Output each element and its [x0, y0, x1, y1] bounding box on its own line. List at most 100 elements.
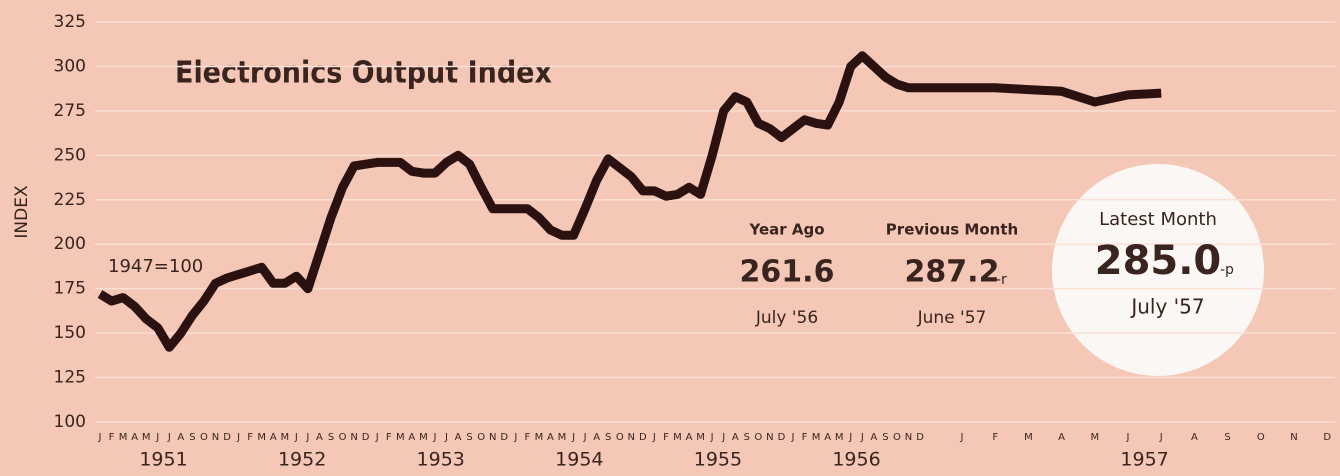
x-tick-label: F	[663, 432, 669, 443]
x-tick-label: M	[1024, 432, 1033, 443]
x-tick-label: S	[328, 432, 334, 443]
annotation-label: Previous Month	[886, 221, 1018, 239]
x-tick-label: N	[905, 432, 912, 443]
x-tick-label: J	[155, 432, 159, 443]
x-tick-label: A	[870, 432, 877, 443]
x-tick-label: S	[605, 432, 611, 443]
x-tick-label: J	[710, 432, 714, 443]
x-tick-label: M	[257, 432, 266, 443]
year-label: 1954	[555, 449, 603, 471]
x-tick-label: A	[455, 432, 462, 443]
year-label: 1955	[694, 449, 742, 471]
x-tick-label: O	[754, 432, 762, 443]
x-tick-label: J	[294, 432, 298, 443]
x-tick-label: A	[593, 432, 600, 443]
latest-circle	[1052, 164, 1264, 376]
annotation-date: June '57	[917, 308, 987, 328]
x-tick-label: A	[1191, 432, 1198, 443]
x-tick-label: M	[696, 432, 705, 443]
x-tick-label: F	[247, 432, 253, 443]
x-tick-label: J	[375, 432, 379, 443]
x-tick-label: S	[882, 432, 888, 443]
x-tick-label: O	[616, 432, 624, 443]
annotation-suffix: -r	[996, 272, 1007, 288]
x-tick-label: A	[270, 432, 277, 443]
x-tick-label: N	[766, 432, 773, 443]
x-tick-label: F	[109, 432, 115, 443]
y-tick-label: 225	[54, 190, 86, 210]
x-tick-label: F	[802, 432, 808, 443]
x-tick-label: O	[477, 432, 485, 443]
year-label: 1951	[139, 449, 187, 471]
x-tick-label: J	[960, 432, 964, 443]
x-tick-label: J	[1159, 432, 1163, 443]
x-tick-label: D	[778, 432, 786, 443]
annotation-value: 285.0	[1095, 238, 1222, 284]
x-tick-label: F	[992, 432, 998, 443]
annotation-date: July '57	[1129, 295, 1204, 319]
y-tick-label: 275	[54, 101, 86, 121]
y-tick-label: 300	[54, 56, 86, 76]
x-tick-label: N	[212, 432, 219, 443]
year-label: 1953	[417, 449, 465, 471]
y-tick-label: 150	[54, 323, 86, 343]
x-tick-label: J	[305, 432, 309, 443]
x-tick-label: M	[142, 432, 151, 443]
x-tick-label: J	[432, 432, 436, 443]
x-tick-label: N	[350, 432, 357, 443]
annotation-value: 261.6	[740, 255, 835, 290]
y-axis-label: INDEX	[12, 185, 32, 239]
x-tick-label: O	[1257, 432, 1265, 443]
x-tick-label: J	[167, 432, 171, 443]
x-tick-label: O	[339, 432, 347, 443]
x-tick-label: J	[444, 432, 448, 443]
year-label: 1952	[278, 449, 326, 471]
x-tick-label: F	[386, 432, 392, 443]
x-tick-label: M	[812, 432, 821, 443]
x-tick-label: A	[547, 432, 554, 443]
annotation-value: 287.2	[905, 255, 1000, 290]
x-tick-label: A	[131, 432, 138, 443]
x-tick-label: J	[860, 432, 864, 443]
x-tick-label: F	[524, 432, 530, 443]
x-tick-label: N	[628, 432, 635, 443]
x-tick-label: J	[721, 432, 725, 443]
x-tick-label: A	[824, 432, 831, 443]
x-tick-label: M	[419, 432, 428, 443]
x-tick-label: D	[500, 432, 508, 443]
chart-title: Electronics Output Index	[175, 56, 552, 91]
x-tick-label: J	[571, 432, 575, 443]
x-tick-label: S	[1224, 432, 1230, 443]
annotation-label: Latest Month	[1099, 209, 1217, 230]
x-tick-label: N	[489, 432, 496, 443]
year-label: 1957	[1120, 449, 1168, 471]
annotation-label: Year Ago	[748, 221, 824, 239]
x-tick-label: M	[835, 432, 844, 443]
x-tick-label: A	[408, 432, 415, 443]
x-tick-label: J	[236, 432, 240, 443]
x-tick-label: J	[1126, 432, 1130, 443]
x-tick-label: D	[916, 432, 924, 443]
x-tick-label: O	[200, 432, 208, 443]
y-tick-label: 100	[54, 412, 86, 432]
x-tick-label: O	[893, 432, 901, 443]
x-tick-label: M	[1090, 432, 1099, 443]
x-tick-label: M	[673, 432, 682, 443]
annotation-suffix: -p	[1220, 262, 1234, 278]
y-tick-label: 250	[54, 145, 86, 165]
x-tick-label: J	[791, 432, 795, 443]
x-tick-label: M	[535, 432, 544, 443]
x-tick-label: J	[848, 432, 852, 443]
x-tick-label: M	[558, 432, 567, 443]
x-tick-label: D	[1323, 432, 1331, 443]
y-tick-label: 125	[54, 368, 86, 388]
x-tick-label: M	[119, 432, 128, 443]
year-label: 1956	[832, 449, 880, 471]
x-tick-label: A	[177, 432, 184, 443]
x-tick-label: N	[1290, 432, 1297, 443]
x-tick-label: D	[639, 432, 647, 443]
x-tick-label: A	[316, 432, 323, 443]
base-note: 1947=100	[108, 256, 203, 277]
x-tick-label: S	[466, 432, 472, 443]
